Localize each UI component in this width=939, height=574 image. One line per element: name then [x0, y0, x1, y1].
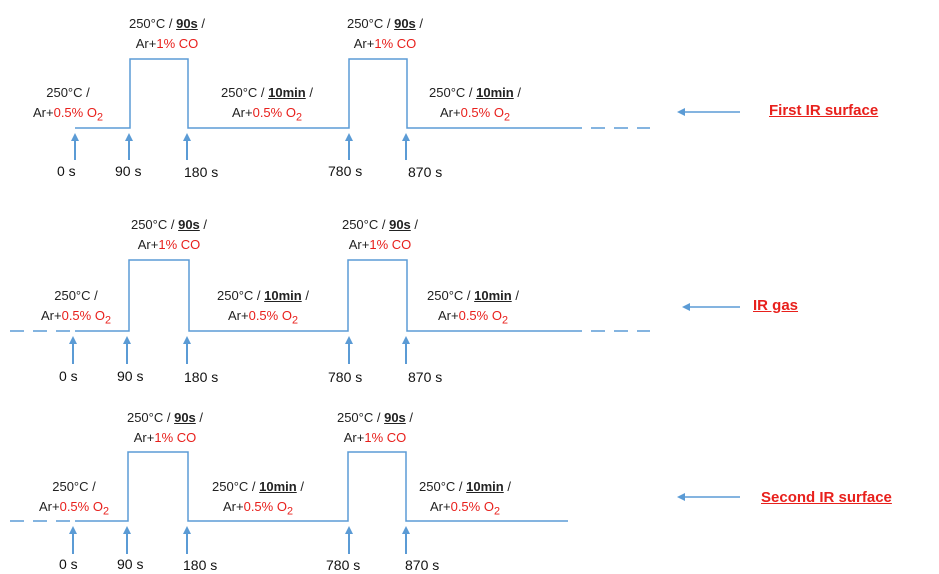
- step-label-0: 250°C / Ar+0.5% O2: [33, 85, 103, 124]
- time-label-1: 90 s: [115, 163, 142, 179]
- time-label-1: 90 s: [117, 368, 144, 384]
- time-label-1: 90 s: [117, 556, 144, 572]
- panel-title-ir-gas: IR gas: [753, 297, 799, 314]
- panel-first-ir-surface: [71, 58, 740, 160]
- time-marker-arrows: [69, 336, 410, 364]
- gas-step-profile: [75, 259, 568, 332]
- panel-title-first-ir-surface: First IR surface: [769, 102, 879, 119]
- step-label-4: 250°C / 10min / Ar+0.5% O2: [427, 288, 519, 327]
- time-label-0: 0 s: [59, 556, 78, 572]
- time-label-3: 780 s: [328, 163, 363, 179]
- time-label-4: 870 s: [408, 369, 443, 385]
- step-label-0: 250°C / Ar+0.5% O2: [39, 479, 109, 518]
- step-label-0: 250°C / Ar+0.5% O2: [41, 288, 111, 327]
- gas-step-profile: [75, 58, 568, 129]
- time-label-0: 0 s: [59, 368, 78, 384]
- step-label-3: 250°C / 90s / Ar+1% CO: [341, 217, 419, 252]
- step-label-1: 250°C / 90s / Ar+1% CO: [126, 410, 204, 445]
- panel-second-ir-surface: [10, 451, 740, 554]
- step-label-4: 250°C / 10min / Ar+0.5% O2: [419, 479, 511, 518]
- step-label-3: 250°C / 90s / Ar+1% CO: [336, 410, 414, 445]
- panel-title-second-ir-surface: Second IR surface: [761, 489, 892, 506]
- time-label-2: 180 s: [183, 557, 218, 573]
- step-label-2: 250°C / 10min / Ar+0.5% O2: [217, 288, 309, 327]
- time-label-0: 0 s: [57, 163, 76, 179]
- step-label-3: 250°C / 90s / Ar+1% CO: [346, 16, 424, 51]
- time-marker-arrows: [71, 133, 410, 160]
- step-label-4: 250°C / 10min / Ar+0.5% O2: [429, 85, 521, 124]
- time-label-2: 180 s: [184, 369, 219, 385]
- gas-step-profile: [75, 451, 568, 522]
- time-label-3: 780 s: [326, 557, 361, 573]
- step-label-1: 250°C / 90s / Ar+1% CO: [130, 217, 208, 252]
- panel-ir-gas: [10, 259, 740, 364]
- time-marker-arrows: [69, 526, 410, 554]
- time-label-3: 780 s: [328, 369, 363, 385]
- step-label-2: 250°C / 10min / Ar+0.5% O2: [212, 479, 304, 518]
- time-label-2: 180 s: [184, 164, 219, 180]
- step-label-2: 250°C / 10min / Ar+0.5% O2: [221, 85, 313, 124]
- time-label-4: 870 s: [408, 164, 443, 180]
- step-label-1: 250°C / 90s / Ar+1% CO: [128, 16, 206, 51]
- time-label-4: 870 s: [405, 557, 440, 573]
